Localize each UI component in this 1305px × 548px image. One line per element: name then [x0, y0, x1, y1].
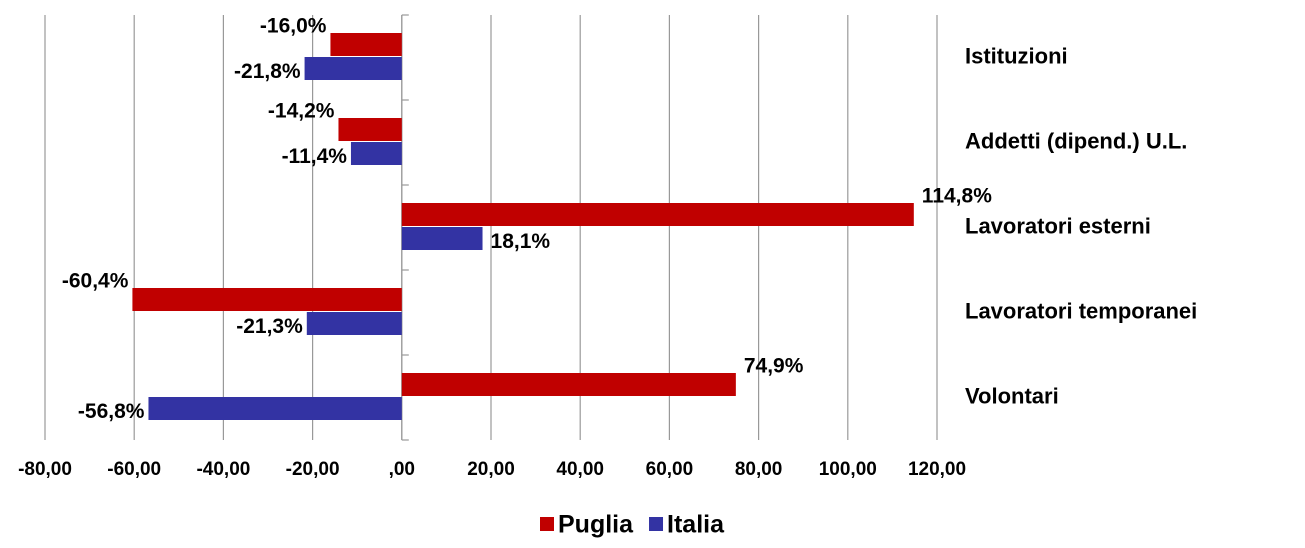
data-label: -56,8% [78, 400, 145, 423]
x-tick-label: 100,00 [819, 459, 877, 480]
x-tick-label: -40,00 [196, 459, 250, 480]
data-label: -21,3% [236, 315, 303, 338]
x-tick-label: 60,00 [646, 459, 694, 480]
category-label: Volontari [965, 383, 1059, 408]
x-tick-label: -20,00 [286, 459, 340, 480]
category-label: Addetti (dipend.) U.L. [965, 128, 1187, 153]
bar [304, 57, 402, 80]
legend-label: Puglia [558, 511, 634, 539]
data-label: -60,4% [62, 270, 129, 293]
data-label: -14,2% [268, 100, 335, 123]
legend-label: Italia [667, 511, 725, 539]
category-label: Lavoratori esterni [965, 213, 1151, 238]
bar [401, 373, 736, 396]
bar [132, 288, 402, 311]
x-tick-label: -60,00 [107, 459, 161, 480]
x-tick-label: 40,00 [556, 459, 604, 480]
bar [338, 118, 402, 141]
bar [148, 397, 402, 420]
bar [401, 227, 483, 250]
data-label: -16,0% [260, 15, 327, 38]
data-label: -21,8% [234, 60, 301, 83]
data-label: -11,4% [282, 145, 348, 168]
x-tick-label: 120,00 [908, 459, 966, 480]
legend-swatch [540, 517, 554, 531]
category-label: Istituzioni [965, 43, 1068, 68]
data-label: 18,1% [491, 230, 551, 253]
legend-swatch [649, 517, 664, 531]
data-label: 114,8% [922, 185, 992, 208]
bar [350, 142, 402, 165]
x-tick-label: ,00 [389, 459, 415, 480]
x-tick-label: -80,00 [18, 459, 72, 480]
x-tick-label: 20,00 [467, 459, 515, 480]
bar [401, 203, 914, 226]
x-tick-label: 80,00 [735, 459, 783, 480]
category-label: Lavoratori temporanei [965, 298, 1197, 323]
data-label: 74,9% [744, 355, 804, 378]
bar [306, 312, 402, 335]
bar [330, 33, 402, 56]
